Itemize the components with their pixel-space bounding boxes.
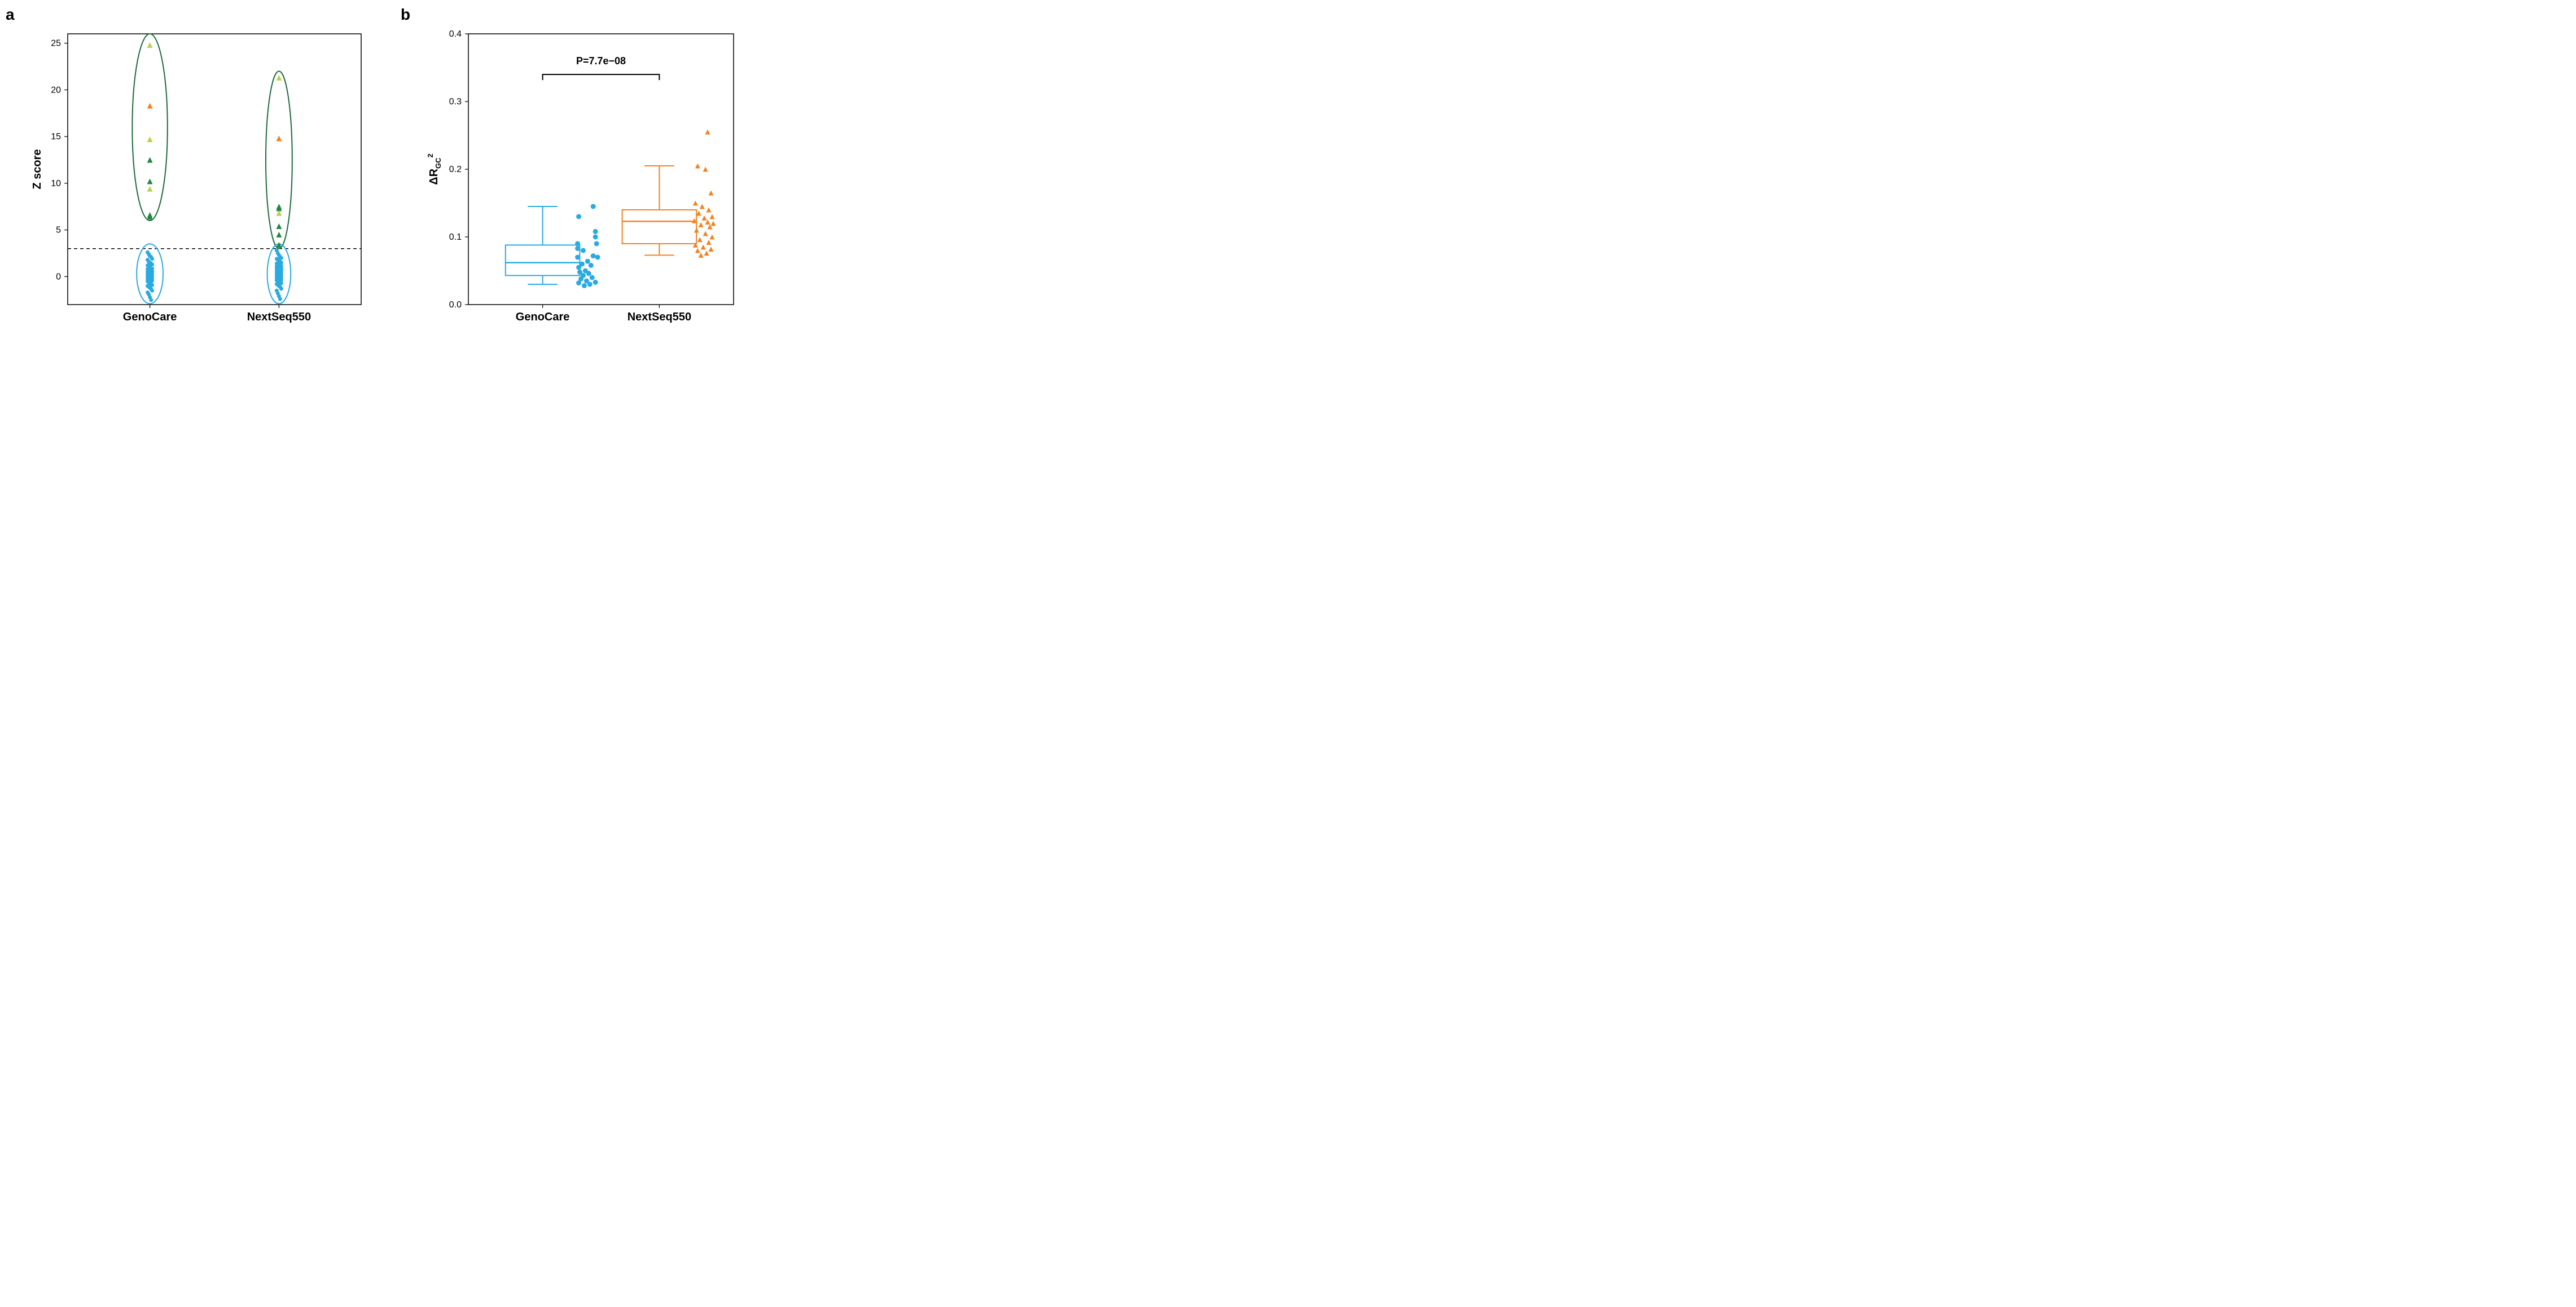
svg-text:GenoCare: GenoCare — [516, 311, 570, 323]
svg-text:0.1: 0.1 — [449, 232, 462, 242]
svg-text:10: 10 — [51, 179, 61, 188]
panel-a: a 0510152025Z scoreGenoCareNextSeq550 — [23, 23, 372, 367]
svg-text:5: 5 — [56, 226, 61, 235]
svg-text:15: 15 — [51, 132, 61, 142]
figure-row: a 0510152025Z scoreGenoCareNextSeq550 b … — [23, 23, 2553, 367]
panel-b-chart: 0.0 0.1 0.2 0.3 0.4 ΔRGC2 GenoCare NextSeq550 P=… — [418, 23, 745, 367]
svg-text:NextSeq550: NextSeq550 — [247, 311, 311, 323]
panel-b: b 0.00.10.20.30.4ΔRGC2GenoCareNextSeq550… — [418, 23, 745, 367]
svg-text:0.3: 0.3 — [449, 97, 462, 107]
svg-text:P=7.7e−08: P=7.7e−08 — [576, 55, 626, 67]
svg-text:20: 20 — [51, 85, 61, 95]
svg-text:25: 25 — [51, 39, 61, 49]
panel-a-label: a — [6, 6, 15, 24]
svg-text:GenoCare: GenoCare — [123, 311, 177, 323]
svg-text:ΔRGC2: ΔRGC2 — [426, 153, 442, 185]
svg-text:0.2: 0.2 — [449, 165, 462, 174]
svg-text:0.4: 0.4 — [449, 29, 462, 39]
panel-a-chart: 0 5 10 15 20 25 Z score GenoCare NextSeq550 — [23, 23, 372, 367]
panel-b-label: b — [401, 6, 410, 24]
svg-text:NextSeq550: NextSeq550 — [627, 311, 691, 323]
svg-text:0.0: 0.0 — [449, 300, 462, 310]
svg-text:Z score: Z score — [31, 149, 43, 189]
svg-text:0: 0 — [56, 272, 61, 281]
